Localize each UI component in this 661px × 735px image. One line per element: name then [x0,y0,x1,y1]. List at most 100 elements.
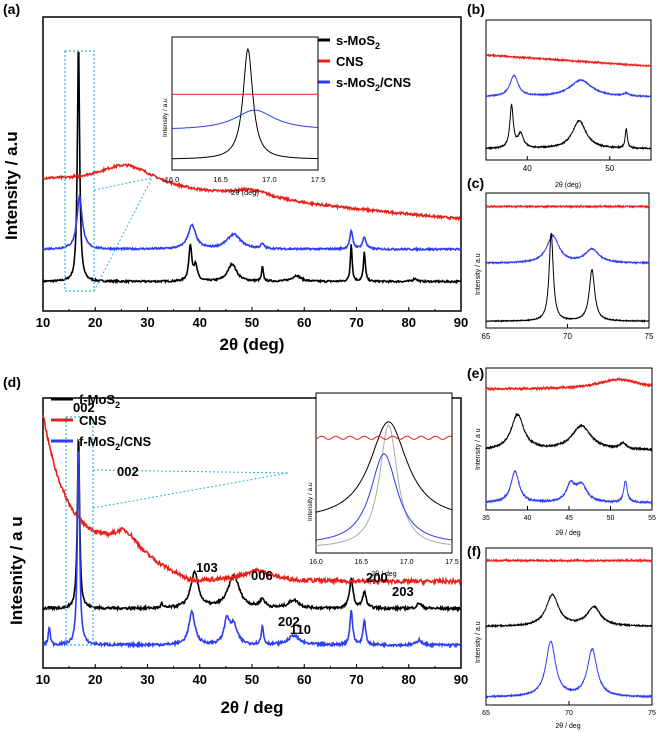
inset-series-s-mos2 [172,47,318,160]
series-a-s-MoS2 [42,51,462,285]
x-tick-label: 50 [605,164,614,173]
inset-series-cns [315,435,453,440]
inset-d: 16.0 16.5 17.0 17.5 2θ / deg Intensity / a.u [307,392,459,578]
x-tick-label: 65 [482,332,491,341]
x-tick-label: 40 [524,515,532,522]
inset-series-f-mos2-cns [315,453,453,541]
x-tick-label: 30 [140,672,154,687]
inset-tick-label: 16.0 [165,175,180,184]
x-tick-label: 75 [648,710,656,717]
peak-annotation-203: 203 [392,584,414,599]
inset-frame [171,36,319,171]
plot-frame [485,19,652,161]
series-b-1 [485,74,652,99]
x-tick-label: 20 [88,672,102,687]
inset-y-label: Intensity / a.u [307,482,314,521]
x-tick-label: 70 [565,710,573,717]
x-axis-label-d: 2θ / deg [220,698,283,717]
x-tick-label: 80 [402,315,416,330]
series-a-s-MoS2/CNS [42,194,462,253]
x-tick-label: 70 [349,315,363,330]
series-c-2 [485,232,650,323]
x-tick-label: 40 [523,164,532,173]
x-tick-label: 20 [88,315,102,330]
y-axis-label-d: Intesnity / a u [7,516,26,625]
series-b-0 [485,52,652,68]
x-tick-label: 60 [297,315,311,330]
inset-x-label: 2θ (deg) [231,188,259,197]
panel-d: 10 20 30 40 50 60 70 80 90 2θ / deg Intesnity / a … [7,392,468,717]
zoom-line-d [92,469,289,474]
series-d-f-MoS2 [42,438,462,613]
highlight-box-d [65,416,94,646]
x-axis-label-e: 2θ / deg [555,530,580,537]
panel-c: 65 70 75 Intensity / a.u [475,192,654,341]
series-e-0 [485,376,653,392]
x-tick-label: 10 [36,672,50,687]
inset-x-label: 2θ / deg [371,571,396,578]
panel-label-c: (c) [467,175,484,191]
inset-y-label: Intensity / a.u [162,98,169,137]
inset-tick-label: 17.5 [311,175,326,184]
panel-b: 40 50 2θ (deg) [485,19,652,189]
series-e-2 [485,469,653,505]
inset-tick-label: 16.0 [309,559,323,566]
inset-a: 16.0 16.5 17.0 17.5 2θ (deg) Intensity / a.u [162,36,326,197]
y-axis-label-e: Intensity / a u [475,428,482,470]
x-tick-label: 75 [645,332,654,341]
x-tick-label: 55 [648,515,656,522]
panel-label-f: (f) [467,543,481,559]
x-tick-label: 70 [349,672,363,687]
y-axis-label-a: Intensity / a.u [2,131,21,240]
peak-annotation-103: 103 [196,560,218,575]
series-c-0 [485,203,650,210]
x-tick-label: 45 [565,515,573,522]
peak-annotation-002: 002 [73,400,95,415]
x-tick-label: 70 [563,332,572,341]
series-e-1 [485,412,653,452]
x-tick-label: 40 [193,672,207,687]
peak-annotation-006: 006 [251,568,273,583]
inset-tick-label: 16.5 [213,175,228,184]
series-d-CNS [42,415,462,587]
series-b-2 [485,103,652,151]
panel-label-a: (a) [3,1,20,17]
x-tick-label: 50 [607,515,615,522]
panel-label-d: (d) [3,374,21,390]
x-tick-label: 30 [140,315,154,330]
x-tick-label: 40 [193,315,207,330]
x-tick-label: 65 [482,710,490,717]
x-tick-label: 10 [36,315,50,330]
y-axis-label-f: Intensity / a.u [475,621,482,663]
inset-series-s-mos2-cns [172,109,318,129]
series-d-f-MoS2/CNS [42,451,462,649]
y-axis-label-c: Intensity / a.u [475,253,482,295]
highlight-box-a [64,50,95,292]
peak-annotation-110: 110 [290,622,311,637]
series-c-1 [485,233,650,266]
x-axis-label-b: 2θ (deg) [555,182,581,189]
x-tick-label: 35 [482,515,490,522]
peak-annotation-202: 202 [278,614,300,629]
panel-f: 65 70 75 2θ / deg Intensity / a.u [475,547,656,730]
inset-series-grey [315,424,453,546]
peak-annotation-200: 200 [366,570,388,585]
series-f-2 [485,640,653,699]
series-f-0 [485,557,653,564]
legend-label: s-MoS2 [336,33,380,51]
legend-label: CNS [79,413,107,428]
x-tick-label: 50 [245,315,259,330]
x-tick-label: 50 [245,672,259,687]
legend-label: s-MoS2/CNS [336,75,411,93]
x-tick-label: 90 [454,315,468,330]
x-tick-label: 80 [402,672,416,687]
inset-tick-label: 17.5 [445,559,459,566]
legend-label: f-MoS2/CNS [79,434,152,452]
legend-label: f-MoS2 [79,392,120,410]
legend-label: CNS [336,54,364,69]
peak-annotation-002: 002 [117,464,139,479]
zoom-line-a [93,177,153,191]
panel-label-b: (b) [467,1,485,17]
zoom-line-a2 [93,177,153,292]
